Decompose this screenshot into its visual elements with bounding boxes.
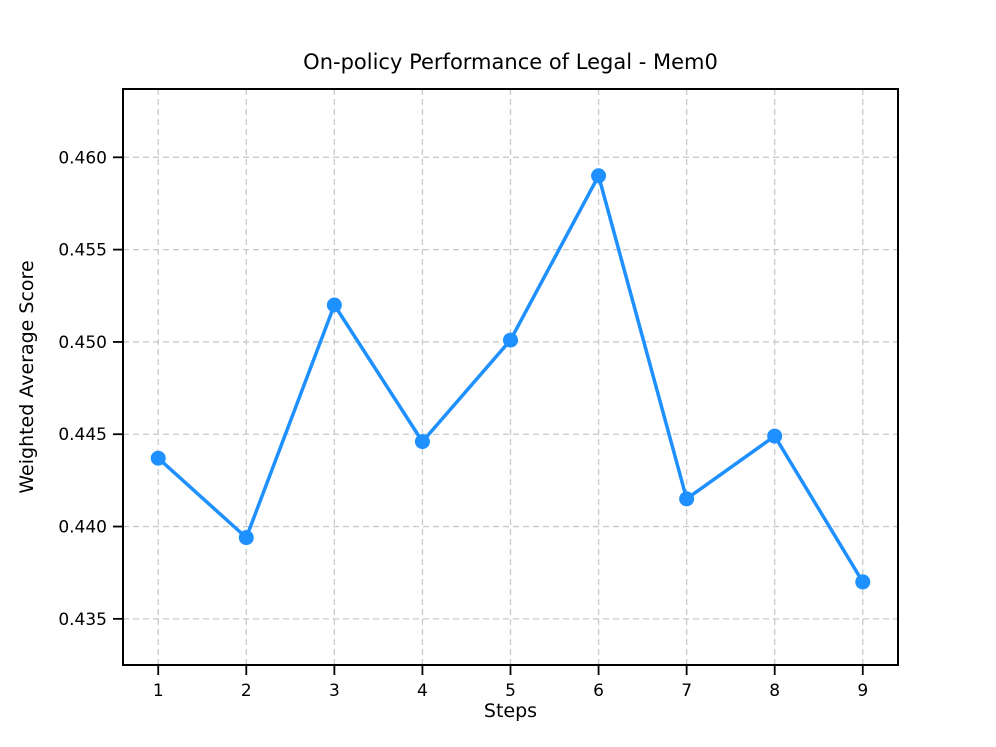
y-tick-label: 0.450 (58, 333, 107, 353)
x-tick-label: 5 (505, 681, 516, 701)
x-tick-label: 6 (593, 681, 604, 701)
y-tick-label: 0.445 (58, 425, 107, 445)
data-point-marker (238, 530, 254, 546)
data-point-marker (855, 574, 871, 590)
y-tick-label: 0.460 (58, 148, 107, 168)
data-point-marker (503, 332, 518, 348)
plot-border (122, 88, 899, 666)
data-point-marker (150, 450, 166, 466)
data-point-marker (326, 297, 342, 313)
x-tick-label: 3 (329, 681, 340, 701)
data-point-marker (414, 434, 430, 450)
data-point-marker (591, 168, 607, 184)
chart-title: On-policy Performance of Legal - Mem0 (303, 50, 718, 74)
data-point-marker (767, 428, 783, 444)
x-tick-label: 7 (681, 681, 692, 701)
x-tick-label: 1 (153, 681, 164, 701)
y-tick-label: 0.440 (58, 518, 107, 538)
x-tick-label: 2 (241, 681, 252, 701)
x-axis-label: Steps (483, 700, 538, 722)
x-tick-label: 4 (417, 681, 428, 701)
y-tick-label: 0.455 (58, 241, 107, 261)
data-point-marker (679, 491, 695, 507)
x-tick-label: 9 (857, 681, 868, 701)
y-tick-label: 0.435 (58, 610, 107, 630)
x-tick-label: 8 (769, 681, 780, 701)
